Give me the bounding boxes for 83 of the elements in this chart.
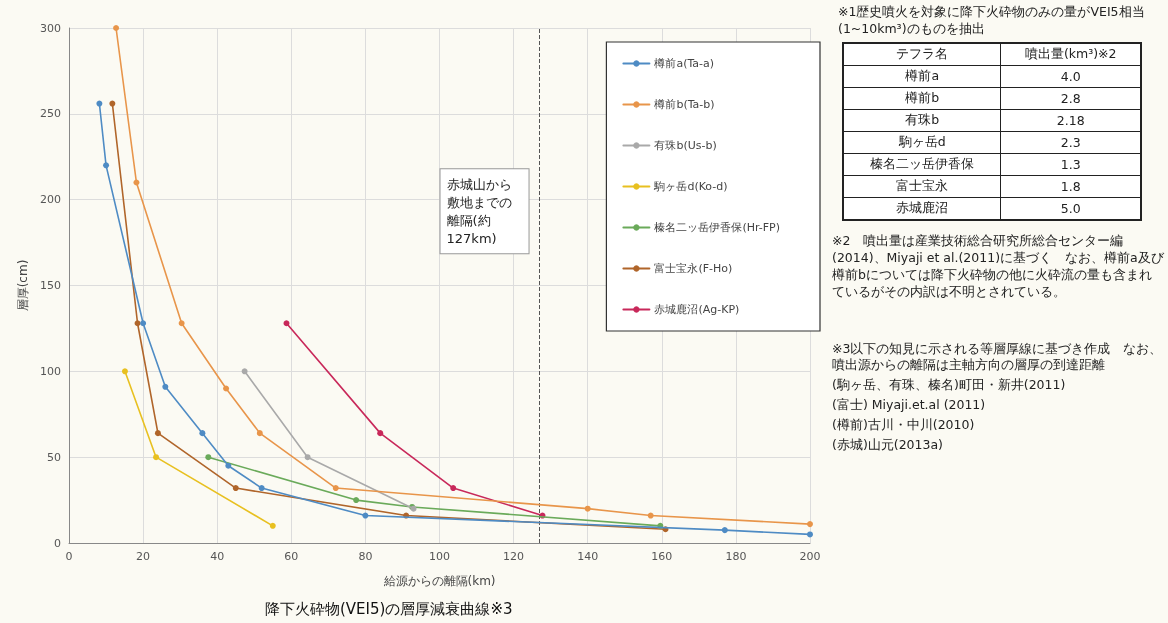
point: [807, 521, 813, 528]
y-tick-label: 150: [40, 279, 61, 292]
x-tick-label: 100: [429, 550, 450, 563]
x-tick-label: 40: [210, 550, 225, 563]
x-tick-label: 160: [651, 550, 673, 563]
point: [232, 485, 239, 492]
point: [304, 454, 311, 461]
y-tick-label: 100: [40, 364, 61, 378]
text: 1.8: [1060, 179, 1081, 194]
point: [178, 320, 185, 327]
text: 2.18: [1056, 113, 1085, 128]
y-tick-label: 50: [47, 450, 61, 464]
legend-label: 駒ヶ岳d(Ko-d): [653, 180, 728, 193]
x-tick-label: 200: [799, 550, 821, 563]
point: [154, 430, 161, 437]
x-tick-label: 140: [577, 550, 599, 563]
text: 降下火砕物(VEI5)の層厚減衰曲線※3: [265, 599, 513, 618]
point: [283, 320, 290, 327]
y-tick-label: 0: [54, 536, 61, 550]
point: [113, 25, 120, 31]
text: 5.0: [1060, 201, 1081, 216]
category-label: 有珠b: [843, 109, 1001, 132]
legend-label: 富士宝永(F-Ho): [654, 262, 733, 275]
point: [258, 485, 265, 492]
point: [377, 430, 384, 437]
text: 2.8: [1060, 91, 1081, 106]
x-axis-title: 給源からの離隔(km): [382, 574, 496, 588]
x-tick-label: 180: [725, 550, 747, 563]
point: [205, 454, 212, 461]
x-tick-label: 0: [65, 550, 73, 563]
category-label: 駒ヶ岳d: [843, 131, 1001, 154]
text: (駒ヶ岳、有珠、榛名)町田・新井(2011): [832, 377, 1067, 395]
text: (富士) Miyaji.et.al (2011): [832, 397, 987, 414]
point: [96, 100, 103, 107]
point: [153, 454, 160, 461]
legend-label: 有珠b(Us-b): [654, 139, 717, 152]
category-label: 赤城鹿沼: [843, 197, 1001, 220]
text: (樽前)古川・中川(2010): [832, 417, 976, 434]
text: 1.3: [1060, 157, 1081, 172]
x-tick-label: 80: [358, 550, 373, 563]
category-label: 榛名二ッ岳伊香保: [843, 153, 1001, 176]
point: [584, 505, 591, 512]
legend-label: 赤城鹿沼(Ag-KP): [654, 303, 740, 316]
text: ※3以下の知見に示される等層厚線に基づき作成 なお、噴出源からの離隔は主軸方向の層厚の到達距離: [832, 340, 1164, 375]
legend-label: 樽前a(Ta-a): [654, 57, 715, 70]
point: [223, 385, 230, 392]
text: (赤城)山元(2013a): [832, 436, 944, 454]
point: [225, 462, 232, 469]
point: [807, 531, 813, 538]
point: [241, 368, 248, 375]
point: [103, 162, 110, 169]
text: 噴出量(km³)※2: [1000, 43, 1141, 66]
point: [199, 430, 206, 437]
x-tick-label: 20: [136, 550, 151, 563]
category-label: 樽前a: [843, 65, 1001, 88]
point: [121, 368, 128, 375]
point: [256, 430, 263, 437]
point: [162, 383, 169, 390]
legend-label: 榛名二ッ岳伊香保(Hr-FP): [654, 221, 781, 234]
x-tick-label: 60: [284, 550, 299, 563]
category-label: 樽前b: [843, 87, 1001, 110]
point: [450, 485, 457, 492]
point: [362, 512, 369, 519]
point: [133, 179, 140, 186]
text: 2.3: [1060, 135, 1081, 150]
point: [721, 527, 728, 534]
point: [269, 522, 276, 529]
point: [140, 320, 147, 327]
legend-label: 樽前b(Ta-b): [654, 98, 715, 111]
y-tick-label: 200: [40, 193, 61, 207]
point: [332, 485, 339, 492]
text: テフラ名: [843, 43, 1001, 66]
category-label: 富士宝永: [843, 175, 1001, 198]
ref-line-label: 赤城山から敷地までの離隔(約127km): [446, 176, 512, 246]
text: 4.0: [1060, 69, 1081, 84]
point: [353, 497, 360, 504]
x-tick-label: 120: [503, 550, 525, 563]
text: ※2 噴出量は産業技術総合研究所総合センター編(2014)、Miyaji et al.(2011)に基づく なお、樽前a及び樽前bについては降下火砕物の他に火砕流の量も含まれているがその内訳は不明とされている。: [832, 233, 1164, 301]
text: ※1歴史噴火を対象に降下火砕物のみの量がVEI5相当(1~10km³)のものを抽出: [838, 4, 1146, 38]
y-tick-label: 300: [40, 21, 61, 35]
y-axis-title: 層厚(cm): [16, 259, 30, 312]
point: [134, 320, 141, 327]
y-tick-label: 250: [40, 107, 61, 121]
